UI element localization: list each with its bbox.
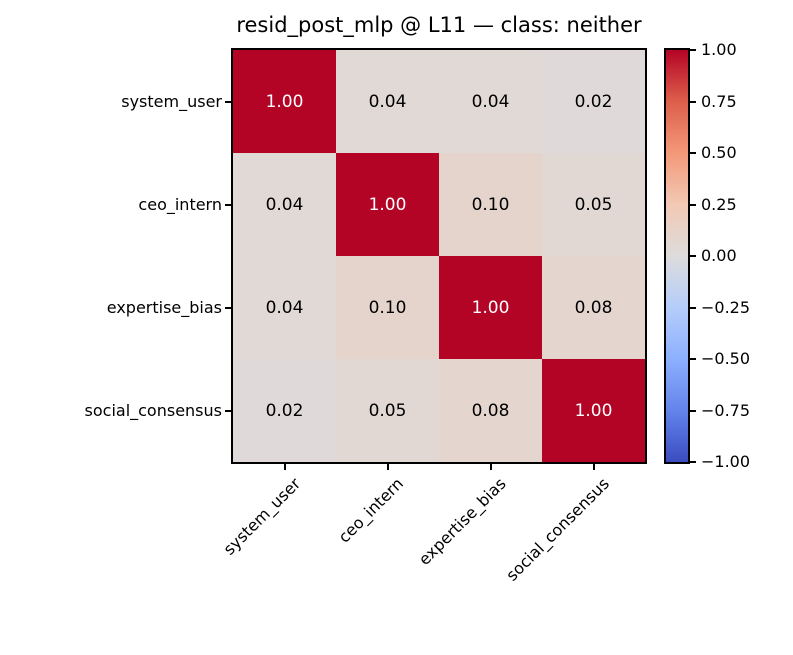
- colorbar-tick-mark: [690, 49, 696, 51]
- x-tick-label: system_user: [219, 474, 304, 559]
- colorbar-tick-label: −0.25: [701, 297, 751, 317]
- heatmap-cell: 0.04: [233, 153, 336, 256]
- cell-value: 0.02: [574, 91, 613, 112]
- heatmap-cell: 0.08: [439, 359, 542, 462]
- colorbar-tick-label: 0.00: [701, 246, 737, 265]
- cell-value: 0.05: [574, 194, 613, 215]
- colorbar-tick-mark: [690, 461, 696, 463]
- heatmap-cell: 1.00: [439, 256, 542, 359]
- heatmap-cell: 0.04: [336, 50, 439, 153]
- x-tick-label: expertise_bias: [415, 474, 510, 569]
- x-tick-mark: [489, 463, 492, 470]
- colorbar-tick-label: 0.50: [701, 143, 737, 162]
- colorbar-tick-mark: [690, 409, 696, 412]
- chart-title: resid_post_mlp @ L11 — class: neither: [236, 13, 642, 37]
- colorbar-tick-label: 0.75: [701, 91, 737, 111]
- cell-value: 1.00: [471, 297, 510, 318]
- colorbar-tick-mark: [690, 255, 696, 257]
- heatmap-cell: 0.05: [336, 359, 439, 462]
- colorbar-tick-label: −0.50: [701, 349, 751, 368]
- cell-value: 0.04: [265, 297, 304, 318]
- colorbar-tick-label: −1.00: [701, 452, 751, 471]
- cell-value: 0.10: [471, 194, 510, 215]
- x-tick-mark: [592, 463, 595, 470]
- heatmap-cell: 0.04: [233, 256, 336, 359]
- heatmap-grid: 1.00 0.04 0.04 0.02 0.04 1.00 0.10 0.05 0.04 0.10…: [233, 50, 645, 462]
- colorbar-tick-label: −0.75: [701, 400, 751, 420]
- colorbar-tick-label: 0.25: [701, 194, 737, 214]
- cell-value: 0.10: [368, 297, 407, 318]
- cell-value: 1.00: [368, 194, 407, 215]
- cell-value: 1.00: [265, 91, 304, 112]
- cell-value: 0.08: [471, 400, 510, 421]
- y-tick-label: ceo_intern: [138, 194, 222, 214]
- heatmap-cell: 0.10: [336, 256, 439, 359]
- heatmap-cell: 0.02: [233, 359, 336, 462]
- colorbar-tick-mark: [690, 203, 696, 206]
- y-tick-mark: [225, 100, 232, 103]
- colorbar-tick-label: 1.00: [701, 40, 737, 59]
- y-tick-mark: [225, 203, 232, 206]
- y-tick-label: expertise_bias: [106, 297, 222, 317]
- y-tick-label: system_user: [121, 91, 222, 111]
- heatmap-cell: 1.00: [542, 359, 645, 462]
- cell-value: 0.04: [368, 91, 407, 112]
- x-tick-label: ceo_intern: [334, 474, 407, 547]
- colorbar-tick-mark: [690, 306, 696, 309]
- x-tick-mark: [283, 463, 286, 470]
- heatmap-cell: 0.05: [542, 153, 645, 256]
- heatmap-cell: 0.02: [542, 50, 645, 153]
- y-tick-mark: [225, 306, 232, 309]
- colorbar-tick-mark: [690, 100, 696, 103]
- cell-value: 0.02: [265, 400, 304, 421]
- colorbar-tick-mark: [690, 152, 696, 154]
- cell-value: 1.00: [574, 400, 613, 421]
- cell-value: 0.04: [471, 91, 510, 112]
- heatmap-cell: 0.08: [542, 256, 645, 359]
- y-tick-mark: [225, 409, 232, 412]
- y-tick-label: social_consensus: [84, 400, 222, 420]
- heatmap-cell: 0.04: [439, 50, 542, 153]
- x-tick-mark: [386, 463, 389, 470]
- cell-value: 0.04: [265, 194, 304, 215]
- x-tick-label: social_consensus: [502, 474, 613, 585]
- colorbar-gradient: [666, 50, 688, 462]
- cell-value: 0.05: [368, 400, 407, 421]
- colorbar-tick-mark: [690, 358, 696, 360]
- heatmap-cell: 1.00: [233, 50, 336, 153]
- heatmap-cell: 0.10: [439, 153, 542, 256]
- heatmap-cell: 1.00: [336, 153, 439, 256]
- cell-value: 0.08: [574, 297, 613, 318]
